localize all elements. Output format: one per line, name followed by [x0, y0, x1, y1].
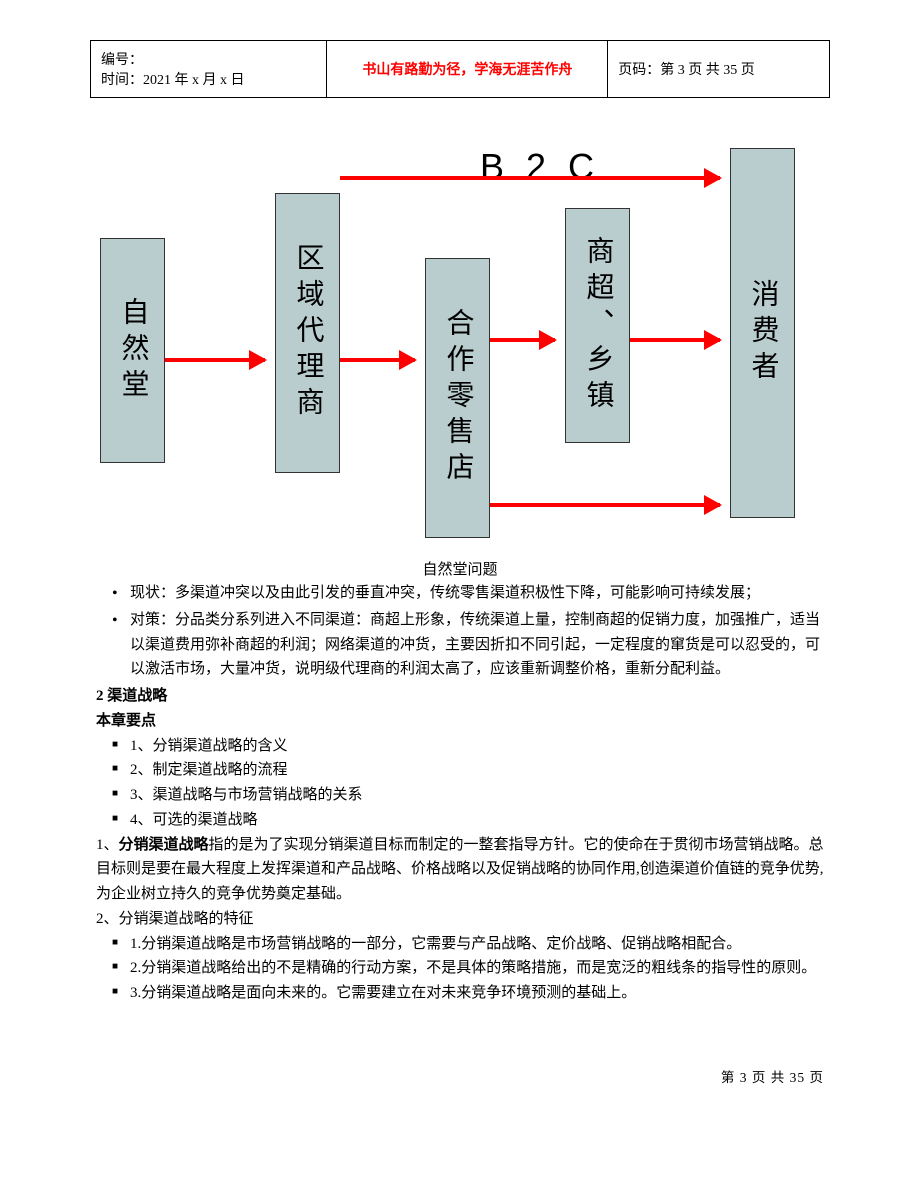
bullet-measure: 对策：分品类分系列进入不同渠道：商超上形象，传统渠道上量，控制商超的促销力度，加…: [112, 608, 830, 682]
bullet-status-label: 现状：: [130, 585, 175, 601]
diagram-box-consumer: 消费者: [730, 148, 795, 518]
chapter-point-1: 1、分销渠道战略的含义: [112, 734, 830, 759]
doc-date: 时间：2021 年 x 月 x 日: [101, 69, 316, 89]
section-2-heading: 2 渠道战略: [90, 684, 830, 709]
diagram-arrow-5: [340, 176, 720, 180]
bullet-status-text: 多渠道冲突以及由此引发的垂直冲突，传统零售渠道积极性下降，可能影响可持续发展；: [175, 585, 760, 601]
chapter-points-list: 1、分销渠道战略的含义 2、制定渠道战略的流程 3、渠道战略与市场营销战略的关系…: [90, 734, 830, 833]
diagram-box-supermarket: 商超、乡镇: [565, 208, 630, 443]
features-list: 1.分销渠道战略是市场营销战略的一部分，它需要与产品战略、定价战略、促销战略相配…: [90, 932, 830, 1006]
bullet-measure-text: 分品类分系列进入不同渠道：商超上形象，传统渠道上量，控制商超的促销力度，加强推广…: [130, 612, 820, 678]
definition-para: 1、分销渠道战略指的是为了实现分销渠道目标而制定的一整套指导方针。它的使命在于贯…: [90, 833, 830, 907]
channel-diagram: B 2 C 自然堂 区域代理商 合作零售店 商超、乡镇 消费者: [90, 128, 830, 548]
feature-3: 3.分销渠道战略是面向未来的。它需要建立在对未来竞争环境预测的基础上。: [112, 981, 830, 1006]
diagram-arrow-4: [630, 338, 720, 342]
page-header-table: 编号： 时间：2021 年 x 月 x 日 书山有路勤为径，学海无涯苦作舟 页码…: [90, 40, 830, 98]
diagram-arrow-1: [165, 358, 265, 362]
diagram-box-partner: 合作零售店: [425, 258, 490, 538]
problem-bullets: 现状：多渠道冲突以及由此引发的垂直冲突，传统零售渠道积极性下降，可能影响可持续发…: [90, 581, 830, 682]
bullet-measure-label: 对策：: [130, 612, 175, 628]
diagram-arrow-3: [490, 338, 555, 342]
chapter-point-2: 2、制定渠道战略的流程: [112, 758, 830, 783]
header-page-info: 页码：第 3 页 共 35 页: [608, 41, 830, 98]
b2c-label: B 2 C: [480, 146, 600, 188]
chapter-point-4: 4、可选的渠道战略: [112, 808, 830, 833]
features-intro: 2、分销渠道战略的特征: [90, 907, 830, 932]
bullet-status: 现状：多渠道冲突以及由此引发的垂直冲突，传统零售渠道积极性下降，可能影响可持续发…: [112, 581, 830, 606]
chapter-point-3: 3、渠道战略与市场营销战略的关系: [112, 783, 830, 808]
feature-2: 2.分销渠道战略给出的不是精确的行动方案，不是具体的策略措施，而是宽泛的粗线条的…: [112, 956, 830, 981]
diagram-box-brand: 自然堂: [100, 238, 165, 463]
header-motto: 书山有路勤为径，学海无涯苦作舟: [327, 41, 608, 98]
definition-term: 分销渠道战略: [119, 837, 209, 853]
diagram-arrow-6: [490, 503, 720, 507]
diagram-caption: 自然堂问题: [90, 558, 830, 579]
diagram-arrow-2: [340, 358, 415, 362]
definition-prefix: 1、: [96, 837, 119, 853]
section-2-subheading: 本章要点: [90, 709, 830, 734]
doc-number-label: 编号：: [101, 49, 316, 69]
diagram-box-agent: 区域代理商: [275, 193, 340, 473]
page-footer: 第 3 页 共 35 页: [90, 1066, 830, 1086]
feature-1: 1.分销渠道战略是市场营销战略的一部分，它需要与产品战略、定价战略、促销战略相配…: [112, 932, 830, 957]
header-left-cell: 编号： 时间：2021 年 x 月 x 日: [91, 41, 327, 98]
